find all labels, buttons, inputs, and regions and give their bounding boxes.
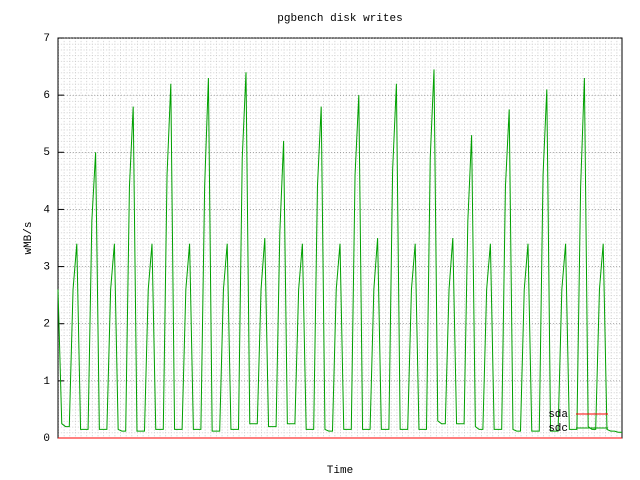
y-tick-label: 2: [43, 319, 50, 331]
legend-label: sda: [548, 409, 568, 421]
y-tick-label: 4: [43, 204, 50, 216]
x-axis-label: Time: [327, 465, 353, 477]
y-tick-label: 1: [43, 376, 50, 388]
chart-title: pgbench disk writes: [277, 13, 402, 25]
y-tick-label: 3: [43, 261, 50, 273]
y-tick-label: 5: [43, 147, 50, 159]
y-axis-label: wMB/s: [23, 221, 35, 254]
legend-label: sdc: [548, 423, 568, 435]
data-line: [57, 69, 622, 433]
y-tick-label: 6: [43, 90, 50, 102]
y-tick-label: 0: [43, 433, 50, 445]
minor-grid: [58, 38, 622, 438]
y-tick-label: 7: [43, 33, 50, 45]
